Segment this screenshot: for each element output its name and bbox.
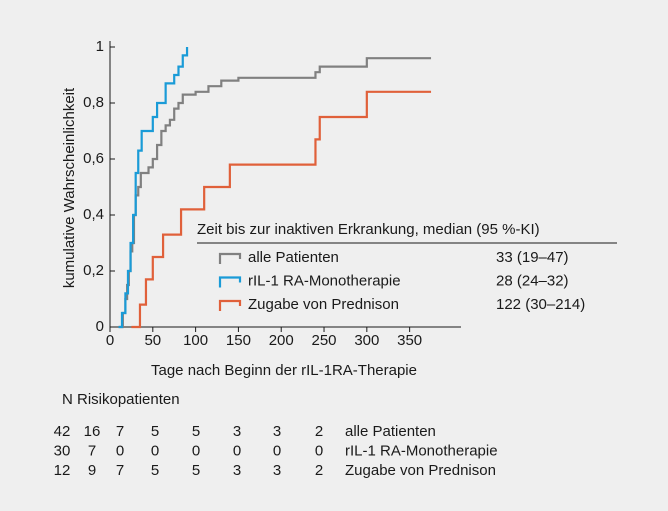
- legend-label: alle Patienten: [248, 249, 339, 266]
- risk-count: 3: [233, 462, 241, 479]
- risk-row-label: alle Patienten: [345, 423, 436, 440]
- y-tick-label: 0,6: [83, 150, 104, 167]
- risk-count: 0: [273, 442, 281, 459]
- legend-median: 33 (19–47): [496, 249, 569, 266]
- x-tick-label: 0: [106, 332, 114, 349]
- y-tick-label: 0: [96, 318, 104, 335]
- x-tick-label: 50: [144, 332, 161, 349]
- risk-count: 5: [192, 423, 200, 440]
- risk-count: 2: [315, 462, 323, 479]
- risk-count: 7: [88, 442, 96, 459]
- legend-label: Zugabe von Prednison: [248, 296, 399, 313]
- risk-count: 5: [151, 462, 159, 479]
- risk-count: 0: [315, 442, 323, 459]
- risk-count: 5: [151, 423, 159, 440]
- risk-row-label: rIL-1 RA-Monotherapie: [345, 442, 498, 459]
- y-tick-label: 0,8: [83, 94, 104, 111]
- x-tick-label: 100: [183, 332, 208, 349]
- legend-swatch: [218, 276, 242, 288]
- risk-count: 0: [192, 442, 200, 459]
- risk-count: 3: [273, 423, 281, 440]
- risk-row-label: Zugabe von Prednison: [345, 462, 496, 479]
- y-tick-label: 0,4: [83, 206, 104, 223]
- risk-count: 0: [233, 442, 241, 459]
- legend-label: rIL-1 RA-Monotherapie: [248, 272, 401, 289]
- risk-count: 16: [84, 423, 101, 440]
- risk-count: 3: [273, 462, 281, 479]
- legend-median: 122 (30–214): [496, 296, 585, 313]
- y-tick-label: 0,2: [83, 262, 104, 279]
- risk-count: 5: [192, 462, 200, 479]
- series-line: [131, 90, 432, 329]
- legend-median: 28 (24–32): [496, 272, 569, 289]
- x-tick-label: 200: [269, 332, 294, 349]
- y-axis-label: kumulative Wahrscheinlichkeit: [61, 87, 78, 288]
- risk-count: 7: [116, 462, 124, 479]
- risk-count: 9: [88, 462, 96, 479]
- x-tick-label: 350: [397, 332, 422, 349]
- x-tick-label: 250: [312, 332, 337, 349]
- risk-table-title: N Risikopatienten: [62, 391, 180, 408]
- legend-swatch: [218, 252, 242, 264]
- series-line: [118, 47, 189, 329]
- risk-count: 0: [151, 442, 159, 459]
- risk-count: 42: [54, 423, 71, 440]
- y-tick-label: 1: [96, 38, 104, 55]
- risk-count: 0: [116, 442, 124, 459]
- risk-count: 12: [54, 462, 71, 479]
- x-axis-label: Tage nach Beginn der rIL-1RA-Therapie: [151, 362, 417, 379]
- legend-title: Zeit bis zur inaktiven Erkrankung, media…: [197, 221, 540, 238]
- risk-count: 2: [315, 423, 323, 440]
- x-tick-label: 150: [226, 332, 251, 349]
- legend-swatch: [218, 299, 242, 311]
- risk-count: 30: [54, 442, 71, 459]
- risk-count: 7: [116, 423, 124, 440]
- risk-count: 3: [233, 423, 241, 440]
- x-tick-label: 300: [354, 332, 379, 349]
